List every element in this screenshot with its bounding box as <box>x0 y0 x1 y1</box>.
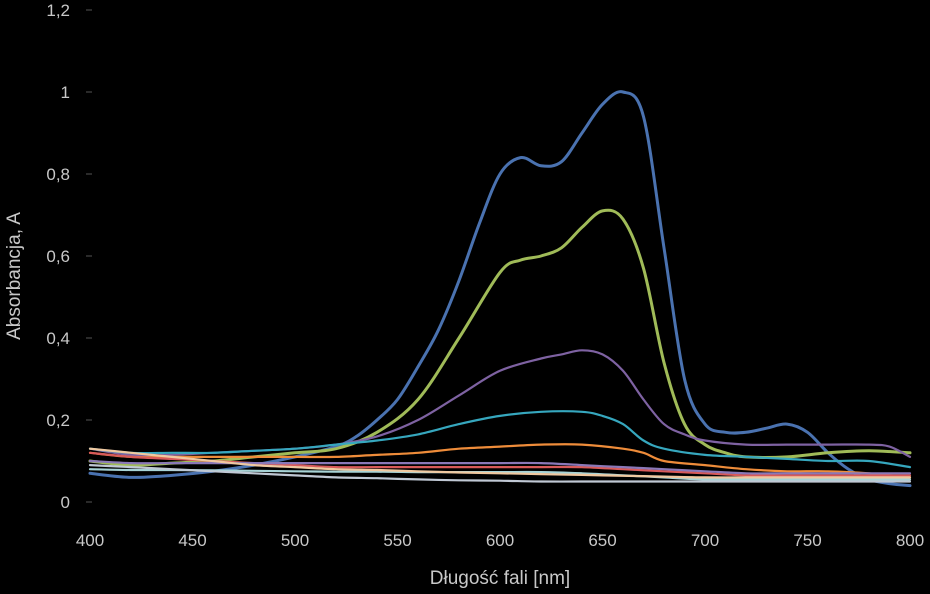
x-tick-label: 450 <box>178 531 206 550</box>
series-line-8 <box>88 468 912 481</box>
y-tick-label: 0 <box>61 493 70 512</box>
series-line-5 <box>88 443 912 479</box>
x-tick-label: 500 <box>281 531 309 550</box>
series-line-1 <box>88 90 912 488</box>
series-line-9 <box>88 464 912 483</box>
series-line-3 <box>88 349 912 458</box>
x-tick-label: 400 <box>76 531 104 550</box>
y-tick-label: 0,4 <box>46 329 70 348</box>
x-tick-label: 650 <box>588 531 616 550</box>
y-tick-label: 1 <box>61 83 70 102</box>
x-axis-title: Długość fali [nm] <box>430 568 570 589</box>
y-axis-title: Absorbancja, A <box>4 212 25 340</box>
y-tick-label: 1,2 <box>46 1 70 20</box>
y-axis: 0 0,2 0,4 0,6 0,8 1 1,2 <box>46 1 92 512</box>
series-line-10 <box>88 447 912 479</box>
x-tick-label: 750 <box>793 531 821 550</box>
x-tick-label: 700 <box>691 531 719 550</box>
series-lines <box>88 90 912 488</box>
y-tick-label: 0,8 <box>46 165 70 184</box>
x-axis: 400 450 500 550 600 650 700 750 800 <box>76 531 924 550</box>
series-line-4 <box>88 410 912 469</box>
x-tick-label: 550 <box>383 531 411 550</box>
x-tick-label: 800 <box>896 531 924 550</box>
y-tick-label: 0,6 <box>46 247 70 266</box>
series-line-2 <box>88 208 912 467</box>
y-tick-label: 0,2 <box>46 411 70 430</box>
x-tick-label: 600 <box>486 531 514 550</box>
